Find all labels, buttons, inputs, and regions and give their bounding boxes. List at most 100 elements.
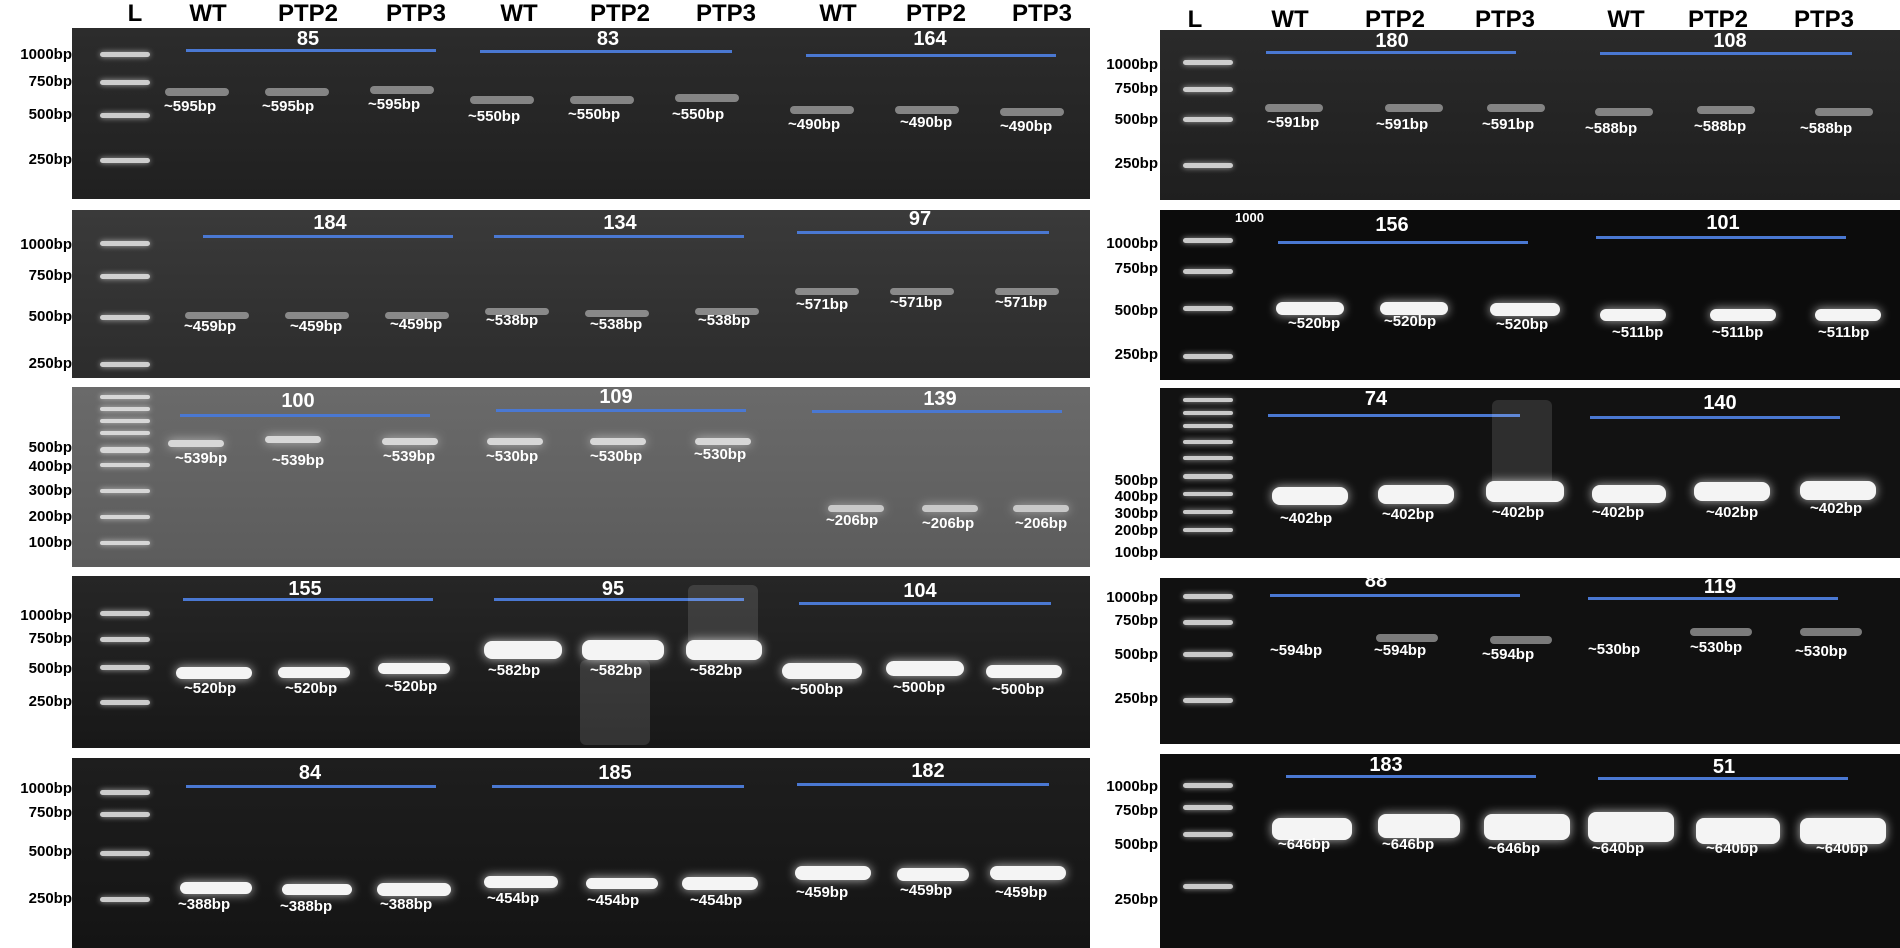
dna-band	[795, 866, 871, 880]
ladder-band	[100, 637, 150, 642]
band-size-label: ~595bp	[368, 96, 421, 113]
dna-band	[1486, 481, 1564, 502]
dna-band	[1013, 505, 1069, 512]
size-marker-label: 1000bp	[20, 46, 72, 63]
ladder-band	[100, 665, 150, 670]
band-size-label: ~402bp	[1492, 504, 1545, 521]
dna-band	[1600, 309, 1666, 321]
size-marker-label: 500bp	[28, 439, 72, 456]
ladder-band	[100, 80, 150, 85]
dna-band	[278, 667, 350, 678]
dna-band	[265, 88, 329, 96]
dna-band	[1690, 628, 1752, 636]
band-size-label: ~206bp	[826, 512, 879, 529]
band-size-label: ~459bp	[796, 884, 849, 901]
size-marker-label: 250bp	[28, 890, 72, 907]
sample-id: 156	[1375, 214, 1409, 236]
ladder-band	[1183, 832, 1233, 837]
dna-band	[790, 106, 854, 114]
gel-smear	[688, 585, 758, 645]
size-marker-label: 500bp	[1114, 646, 1158, 663]
band-size-label: ~646bp	[1488, 840, 1541, 857]
lane-header-wt: WT	[1271, 6, 1309, 33]
ladder-band	[100, 812, 150, 817]
band-size-label: ~582bp	[488, 662, 541, 679]
band-size-label: ~640bp	[1592, 840, 1645, 857]
band-size-label: ~539bp	[383, 448, 436, 465]
ladder-band	[1183, 492, 1233, 496]
group-bracket-line	[1278, 241, 1528, 244]
group-bracket-line	[799, 602, 1051, 605]
size-marker-label: 300bp	[1114, 505, 1158, 522]
dna-band	[1272, 818, 1352, 840]
group-bracket-line	[797, 231, 1049, 234]
dna-band	[1710, 309, 1776, 321]
dna-band	[165, 88, 229, 96]
sample-id: 97	[908, 208, 932, 230]
band-size-label: ~588bp	[1800, 120, 1853, 137]
size-marker-label: 500bp	[1114, 302, 1158, 319]
size-marker-label: 1000bp	[20, 607, 72, 624]
sample-id: 100	[281, 390, 315, 412]
ladder-band	[1183, 652, 1233, 657]
band-size-label: ~530bp	[486, 448, 539, 465]
group-bracket-line	[183, 598, 433, 601]
ladder-band	[1183, 510, 1233, 514]
lane-header-ptp3: PTP3	[1474, 6, 1536, 33]
ladder-band	[1183, 474, 1233, 479]
size-marker-label: 400bp	[1114, 488, 1158, 505]
dna-band	[986, 665, 1062, 678]
band-size-label: ~595bp	[262, 98, 315, 115]
sample-id: 83	[596, 28, 620, 50]
sample-id: 185	[598, 762, 632, 784]
band-size-label: ~571bp	[890, 294, 943, 311]
size-marker-label: 1000bp	[20, 236, 72, 253]
size-marker-label: 500bp	[1114, 836, 1158, 853]
dna-band	[1696, 818, 1780, 844]
ladder-band	[1183, 117, 1233, 122]
size-marker-label: 750bp	[1114, 80, 1158, 97]
group-bracket-line	[797, 783, 1049, 786]
lane-header-wt: WT	[819, 0, 857, 27]
ladder-band	[1183, 60, 1233, 65]
dna-band	[795, 288, 859, 295]
band-size-label: ~640bp	[1816, 840, 1869, 857]
band-size-label: ~520bp	[1288, 315, 1341, 332]
size-marker-label: 250bp	[28, 355, 72, 372]
size-marker-label: 750bp	[28, 73, 72, 90]
size-marker-label: 500bp	[1114, 111, 1158, 128]
dna-band	[1490, 636, 1552, 644]
band-size-label: ~646bp	[1278, 836, 1331, 853]
dna-band	[1000, 108, 1064, 116]
dna-band	[897, 868, 969, 881]
size-marker-label: 400bp	[28, 458, 72, 475]
band-size-label: ~550bp	[672, 106, 725, 123]
lane-header-ptp2: PTP2	[1687, 6, 1749, 33]
size-marker-label: 250bp	[1114, 155, 1158, 172]
ladder-band	[1183, 620, 1233, 625]
dna-band	[168, 440, 224, 447]
sample-id: 84	[298, 762, 322, 784]
lane-header-ptp2: PTP2	[1364, 6, 1426, 33]
dna-band	[1272, 487, 1348, 505]
band-size-label: ~520bp	[285, 680, 338, 697]
dna-band	[995, 288, 1059, 295]
band-size-label: ~591bp	[1376, 116, 1429, 133]
band-size-label: ~490bp	[1000, 118, 1053, 135]
ladder-band	[1183, 424, 1233, 428]
band-size-label: ~454bp	[587, 892, 640, 909]
group-bracket-line	[1598, 777, 1848, 780]
sample-id: 184	[313, 212, 347, 234]
band-size-label: ~490bp	[788, 116, 841, 133]
band-size-label: ~550bp	[568, 106, 621, 123]
ladder-band	[100, 541, 150, 545]
group-bracket-line	[494, 235, 744, 238]
size-marker-label: 750bp	[28, 630, 72, 647]
sample-id: 134	[603, 212, 637, 234]
ladder-band	[1183, 87, 1233, 92]
dna-band	[377, 883, 451, 896]
ladder-band	[100, 611, 150, 616]
group-bracket-line	[480, 50, 732, 53]
sample-id: 182	[911, 760, 945, 782]
band-size-label: ~538bp	[590, 316, 643, 333]
